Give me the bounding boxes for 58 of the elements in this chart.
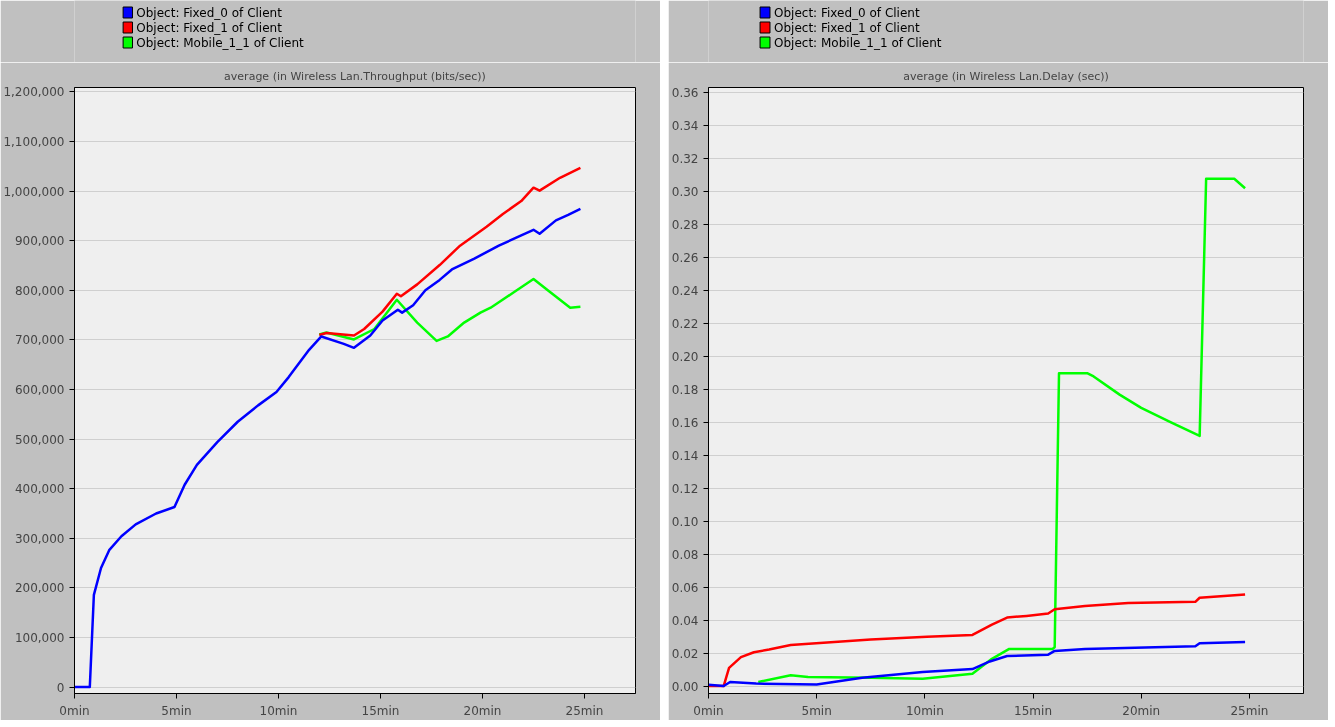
x-tick-label: 15min (361, 703, 400, 718)
y-tick-label: 800,000 (14, 283, 65, 298)
y-tick-label: 0.08 (671, 548, 699, 563)
line-series (318, 166, 582, 337)
legend-label: Object: Fixed_0 of Client (774, 5, 920, 20)
legend-label: Object: Fixed_1 of Client (774, 20, 920, 35)
y-tick-label: 1,200,000 (3, 85, 65, 100)
y-tick-label: 0.02 (671, 647, 699, 662)
y-tick-label: 0.00 (671, 680, 699, 695)
y-tick-label: 0.04 (671, 614, 699, 629)
y-tick-label: 0.24 (671, 284, 699, 299)
chart-title: average (in Wireless Lan.Delay (sec)) (903, 69, 1109, 83)
y-tick-label: 0.14 (671, 449, 699, 464)
y-tick-label: 0.16 (671, 416, 699, 431)
y-tick-label: 1,000,000 (3, 184, 65, 199)
x-tick-label: 25min (1230, 703, 1269, 718)
y-tick-label: 0.22 (671, 317, 699, 332)
x-tick-label: 0min (693, 703, 724, 718)
line-series (757, 177, 1247, 684)
x-tick-label: 20min (463, 703, 502, 718)
y-tick-label: 0.26 (671, 251, 699, 266)
y-tick-label: 600,000 (14, 383, 65, 398)
y-tick-label: 0.10 (671, 515, 699, 530)
y-tick-label: 0.12 (671, 482, 699, 497)
y-tick-label: 400,000 (14, 482, 65, 497)
y-tick-label: 0.36 (671, 85, 699, 100)
x-tick-label: 5min (161, 703, 192, 718)
y-tick-label: 900,000 (14, 234, 65, 249)
x-tick-label: 10min (259, 703, 298, 718)
line-series (74, 207, 582, 689)
line-series (708, 593, 1247, 688)
legend-label: Object: Fixed_1 of Client (136, 20, 283, 35)
x-tick-label: 0min (59, 703, 90, 718)
y-tick-label: 0.30 (671, 185, 699, 200)
x-tick-label: 25min (565, 703, 604, 718)
x-tick-label: 5min (801, 703, 832, 718)
y-tick-label: 500,000 (14, 432, 65, 447)
y-tick-label: 300,000 (14, 531, 65, 546)
y-tick-label: 0.34 (671, 118, 699, 133)
line-series (318, 277, 582, 343)
y-tick-label: 0 (56, 680, 65, 695)
y-tick-label: 100,000 (14, 630, 65, 645)
y-tick-label: 1,100,000 (3, 135, 65, 150)
x-tick-label: 15min (1014, 703, 1052, 718)
y-tick-label: 0.06 (671, 581, 699, 596)
line-series (708, 640, 1247, 688)
y-tick-label: 0.32 (671, 152, 699, 166)
x-tick-label: 20min (1122, 703, 1161, 718)
legend-label: Object: Mobile_1_1 of Client (774, 35, 942, 50)
y-tick-label: 0.18 (671, 383, 699, 398)
y-tick-label: 200,000 (14, 581, 65, 596)
x-tick-label: 10min (905, 703, 944, 718)
legend-label: Object: Mobile_1_1 of Client (136, 35, 305, 50)
y-tick-label: 0.28 (671, 218, 699, 233)
y-tick-label: 700,000 (14, 333, 65, 348)
y-tick-label: 0.20 (671, 350, 699, 365)
legend-label: Object: Fixed_0 of Client (136, 5, 283, 20)
chart-title: average (in Wireless Lan.Throughput (bits/sec)) (224, 69, 486, 83)
